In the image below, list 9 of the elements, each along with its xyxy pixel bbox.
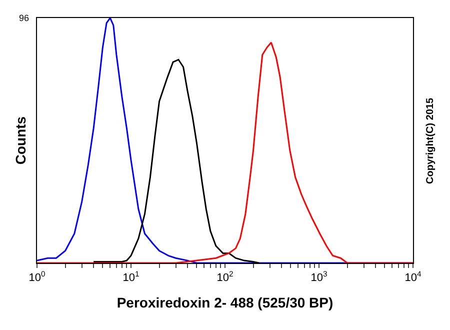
x-tick-label: 10$^{0}$ (28, 270, 46, 284)
x-tick-label: 10$^{4}$ (404, 270, 422, 284)
x-tick-label: 10$^{3}$ (310, 270, 328, 284)
x-tick-label: 10$^{2}$ (216, 270, 234, 284)
text: Copyright(C) 2015 (425, 97, 436, 184)
x-axis-title: Peroxiredoxin 2- 488 (525/30 BP) (116, 294, 334, 310)
text: 96 (19, 13, 30, 23)
x-tick-label: 10$^{1}$ (122, 270, 140, 284)
y-axis-title: Counts (12, 116, 29, 165)
